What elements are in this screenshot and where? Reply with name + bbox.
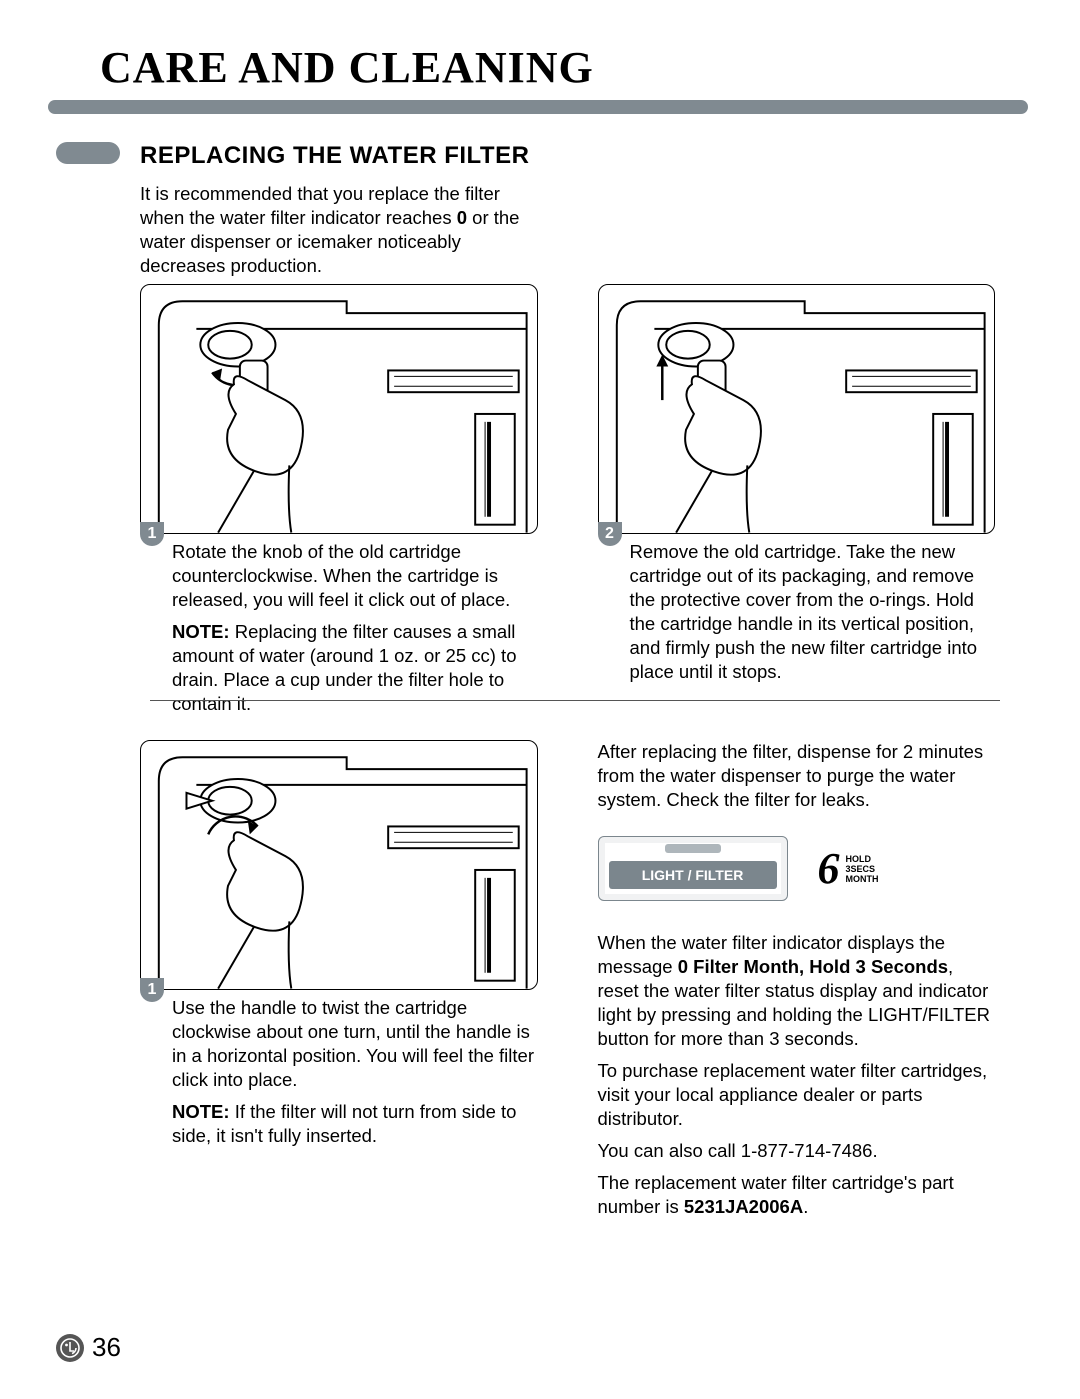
- step1-text: 1 Rotate the knob of the old cartridge c…: [140, 540, 538, 716]
- lg-logo-icon: [60, 1338, 80, 1358]
- after-p5: The replacement water filter cartridge's…: [598, 1171, 996, 1219]
- intro-lead: It is recommended that you replace the f…: [140, 183, 500, 228]
- section-divider: [150, 700, 1000, 701]
- step2-diagram: [598, 284, 996, 534]
- filter-diagram-push-icon: [599, 285, 995, 533]
- light-filter-label: LIGHT / FILTER: [609, 861, 777, 889]
- hold-line-2: 3SECS: [846, 864, 879, 874]
- title-divider-bar: [48, 100, 1028, 114]
- section-bullet: [56, 142, 120, 164]
- after-p2: When the water filter indicator displays…: [598, 931, 996, 1051]
- step3-body: Use the handle to twist the cartridge cl…: [172, 996, 538, 1092]
- button-led-icon: [665, 844, 721, 853]
- filter-diagram-ccw-icon: [141, 285, 537, 533]
- step-number-badge: 1: [140, 522, 164, 546]
- step3-text: 1 Use the handle to twist the cartridge …: [140, 996, 538, 1148]
- hold-line-3: MONTH: [846, 874, 879, 884]
- after-column: After replacing the filter, dispense for…: [598, 740, 996, 1227]
- section-title: REPLACING THE WATER FILTER: [140, 142, 529, 170]
- after-p5b: .: [803, 1196, 808, 1217]
- page-footer: 36: [56, 1332, 121, 1363]
- after-p3: To purchase replacement water filter car…: [598, 1059, 996, 1131]
- hold-lines: HOLD 3SECS MONTH: [846, 854, 879, 884]
- step1-note: NOTE: Replacing the filter causes a smal…: [172, 620, 538, 716]
- page-title: CARE AND CLEANING: [100, 42, 594, 93]
- step2-column: 2 Remove the old cartridge. Take the new…: [598, 284, 996, 716]
- hold-line-1: HOLD: [846, 854, 879, 864]
- page-number: 36: [92, 1332, 121, 1363]
- step1-column: 1 Rotate the knob of the old cartridge c…: [140, 284, 538, 716]
- after-p5-bold: 5231JA2006A: [684, 1196, 803, 1217]
- after-p2-bold: 0 Filter Month, Hold 3 Seconds: [678, 956, 948, 977]
- hold-3secs-icon: 6 HOLD 3SECS MONTH: [818, 847, 879, 891]
- intro-zero: 0: [457, 207, 467, 228]
- step1-diagram: [140, 284, 538, 534]
- hold-number: 6: [818, 847, 840, 891]
- after-p1: After replacing the filter, dispense for…: [598, 740, 996, 812]
- step-number-badge: 1: [140, 978, 164, 1002]
- light-filter-panel: LIGHT / FILTER 6 HOLD 3SECS MONTH: [598, 836, 978, 901]
- step1-body: Rotate the knob of the old cartridge cou…: [172, 540, 538, 612]
- brand-badge-icon: [56, 1334, 84, 1362]
- filter-diagram-cw-icon: [141, 741, 537, 989]
- step2-text: 2 Remove the old cartridge. Take the new…: [598, 540, 996, 684]
- step-number-badge: 2: [598, 522, 622, 546]
- after-p4: You can also call 1-877-714-7486.: [598, 1139, 996, 1163]
- light-filter-button: LIGHT / FILTER: [598, 836, 788, 901]
- step3-column: 1 Use the handle to twist the cartridge …: [140, 740, 538, 1227]
- intro-paragraph: It is recommended that you replace the f…: [140, 182, 540, 278]
- step2-body: Remove the old cartridge. Take the new c…: [630, 540, 996, 684]
- step3-note: NOTE: If the filter will not turn from s…: [172, 1100, 538, 1148]
- step3-diagram: [140, 740, 538, 990]
